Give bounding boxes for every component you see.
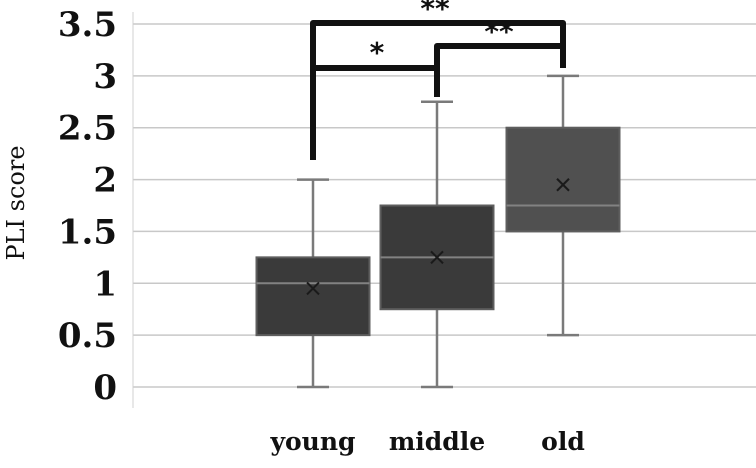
y-axis-label: PLI score [2, 145, 30, 260]
bracket-line [310, 65, 440, 160]
mean-marker-stroke-b [430, 250, 444, 265]
category-label-old: old [541, 427, 585, 456]
significance-brackets: ***** [310, 0, 566, 160]
y-tick-label: 0 [93, 368, 117, 408]
category-labels: young middle old [269, 427, 584, 456]
y-tick-label: 3 [93, 57, 117, 97]
box-old [505, 74, 621, 337]
significance-label: * [370, 36, 385, 69]
boxes [255, 74, 621, 389]
bracket-line [434, 43, 566, 68]
y-tick-labels: 0 0.5 1 1.5 2 2.5 3 3.5 [58, 5, 117, 408]
significance-label: ** [420, 0, 450, 25]
category-label-young: young [269, 427, 355, 456]
y-tick-label: 1 [93, 264, 117, 304]
category-label-middle: middle [389, 427, 485, 456]
box-young [255, 178, 371, 389]
box-middle [379, 100, 495, 389]
box-iqr [505, 126, 621, 233]
y-tick-label: 2 [93, 161, 117, 201]
significance-bracket-young-old: ** [310, 0, 566, 68]
mean-marker-stroke-b [556, 178, 570, 192]
y-tick-label: 0.5 [58, 316, 117, 356]
y-tick-label: 1.5 [58, 212, 117, 252]
y-tick-label: 2.5 [58, 109, 117, 149]
bracket-line [310, 20, 566, 68]
significance-bracket-young-middle: * [310, 36, 440, 160]
mean-marker-stroke-b [306, 281, 320, 296]
significance-label: ** [484, 15, 514, 48]
box-iqr [255, 256, 371, 337]
y-tick-label: 3.5 [58, 5, 117, 45]
